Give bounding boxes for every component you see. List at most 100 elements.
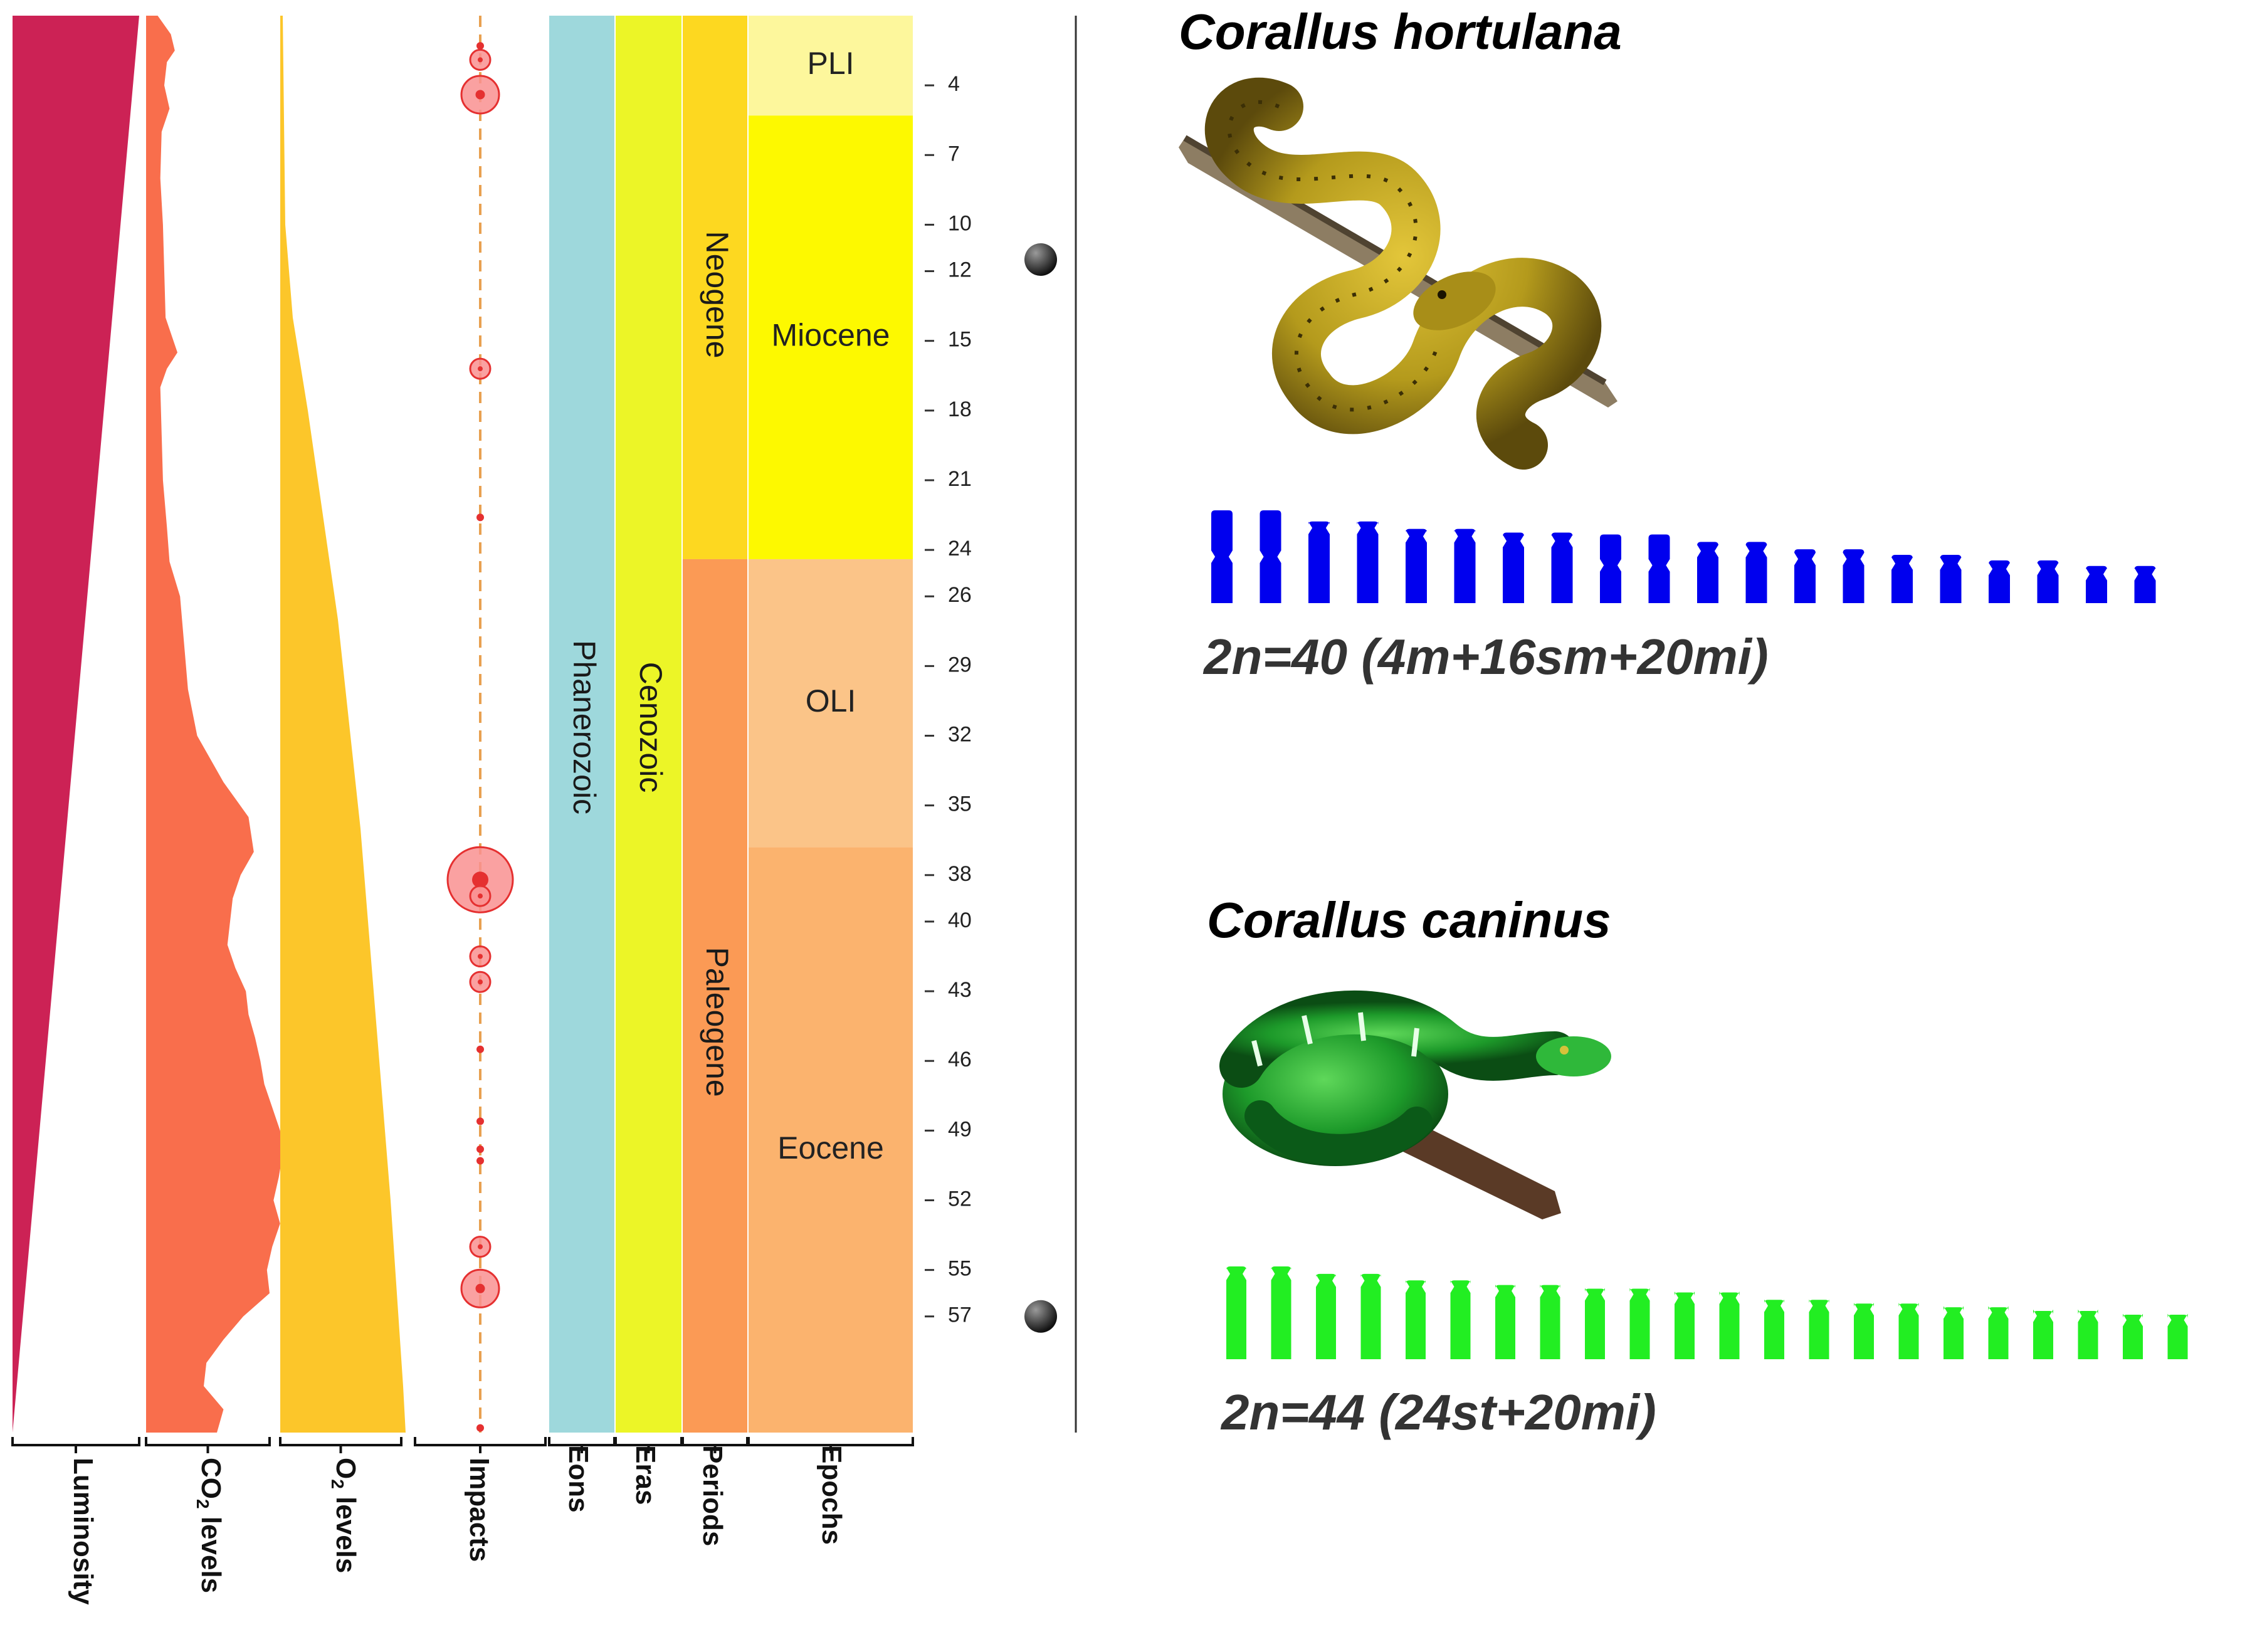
chromosome	[1809, 1299, 1829, 1359]
chromosome	[1316, 1273, 1336, 1359]
impact-core	[472, 871, 488, 888]
chromosome	[1794, 549, 1816, 603]
chromosome	[1629, 1288, 1650, 1359]
tick-label: 12	[948, 258, 972, 282]
chromosome	[1764, 1299, 1784, 1359]
chromosome	[1540, 1285, 1560, 1359]
chromosome	[1271, 1266, 1291, 1359]
karyotype-hortulana	[1211, 510, 2156, 603]
tick-label: 4	[948, 72, 960, 96]
eon-band	[549, 16, 614, 1433]
chromosome	[1675, 1291, 1695, 1359]
chromosome	[1745, 542, 1767, 603]
track-brackets	[11, 1437, 914, 1453]
epoch-band	[749, 847, 913, 1433]
impact-core	[478, 366, 483, 372]
track-labels: Luminosity CO2 levels O2 levels Impacts …	[68, 1445, 847, 1605]
snake-eye-yellow	[1438, 290, 1446, 299]
chromosome	[1503, 532, 1524, 603]
chromosome	[1226, 1266, 1246, 1359]
tick-label: 24	[948, 537, 972, 560]
snake-body-green	[1219, 990, 1577, 1088]
snake-head-green	[1536, 1036, 1611, 1076]
chromosome	[2037, 560, 2059, 603]
eon-label: Phanerozoic	[567, 640, 602, 814]
impact-dot	[476, 1424, 484, 1432]
periods-label: Periods	[697, 1445, 728, 1546]
impact-dot	[476, 1045, 484, 1053]
chromosome	[1697, 542, 1718, 603]
tick-label: 26	[948, 583, 972, 607]
karyotype-formula-caninus: 2n=44 (24st+20mi)	[1220, 1384, 1656, 1440]
divergence-marker	[1024, 1300, 1057, 1333]
eons-label: Eons	[563, 1445, 594, 1513]
period-band	[683, 559, 747, 1433]
epoch-label: Miocene	[772, 317, 890, 352]
luminosity-wedge	[13, 16, 139, 1433]
chromosome	[1551, 532, 1573, 603]
epochs-label: Epochs	[816, 1445, 847, 1545]
era-band	[616, 16, 681, 1433]
chromosome	[2134, 566, 2156, 603]
chromosome	[2123, 1313, 2143, 1359]
epoch-label: OLI	[806, 683, 856, 718]
impacts-label: Impacts	[464, 1458, 495, 1562]
eras-label: Eras	[630, 1445, 661, 1505]
chromosome	[1454, 529, 1476, 603]
chromosome	[1854, 1303, 1874, 1359]
tick-label: 38	[948, 862, 972, 886]
snake-head-yellow	[1413, 271, 1496, 330]
track-bracket	[11, 1437, 140, 1453]
chromosome	[2086, 566, 2107, 603]
chromosome	[2033, 1309, 2053, 1359]
impact-dot	[476, 1157, 484, 1165]
period-label: Neogene	[700, 231, 735, 359]
o2-area	[280, 16, 406, 1433]
chromosome	[1260, 510, 1281, 603]
species-hortulana: Corallus hortulana 2n=40 (4m+16sm+20mi)	[1179, 4, 2156, 685]
chromosome	[1211, 510, 1233, 603]
co2-label: CO2 levels	[193, 1458, 226, 1593]
tick-label: 7	[948, 142, 960, 166]
tick-label: 57	[948, 1303, 972, 1327]
snake-photo-hortulana	[1179, 77, 1617, 470]
tick-label: 32	[948, 723, 972, 747]
luminosity-label: Luminosity	[68, 1458, 98, 1605]
chromosome	[1357, 521, 1379, 603]
chromosome	[1719, 1291, 1740, 1359]
chromosome	[2078, 1309, 2098, 1359]
tick-label: 55	[948, 1257, 972, 1281]
chromosome	[1940, 555, 1962, 603]
tick-label: 40	[948, 908, 972, 932]
epoch-label: Eocene	[777, 1130, 884, 1165]
chromosome	[2167, 1313, 2188, 1359]
track-bracket	[279, 1437, 402, 1453]
impact-core	[478, 57, 483, 63]
impact-core	[478, 954, 483, 959]
co2-track	[146, 16, 283, 1433]
track-bracket	[747, 1437, 914, 1453]
impact-core	[478, 1244, 483, 1250]
epoch-column: PLI Miocene OLI Eocene	[749, 16, 913, 1433]
era-label: Cenozoic	[633, 662, 668, 792]
karyotype-formula-hortulana: 2n=40 (4m+16sm+20mi)	[1202, 629, 1769, 685]
chromosome	[1648, 534, 1670, 603]
chromosome	[1898, 1303, 1919, 1359]
snake-body-yellow	[1204, 77, 1602, 470]
track-bracket	[145, 1437, 271, 1453]
epoch-band	[749, 16, 913, 116]
tick-label: 49	[948, 1117, 972, 1141]
epoch-label: PLI	[807, 46, 854, 81]
tick-label: 10	[948, 211, 972, 235]
period-band	[683, 16, 747, 559]
epoch-band	[749, 115, 913, 559]
divergence-marker	[1024, 243, 1057, 276]
snake-eye-green	[1560, 1046, 1569, 1055]
tick-label: 21	[948, 467, 972, 491]
epoch-band	[749, 559, 913, 848]
period-column: Neogene Paleogene	[683, 16, 747, 1433]
impact-core	[478, 979, 483, 985]
chromosome	[1600, 534, 1621, 603]
divergence-column	[1024, 16, 1077, 1433]
